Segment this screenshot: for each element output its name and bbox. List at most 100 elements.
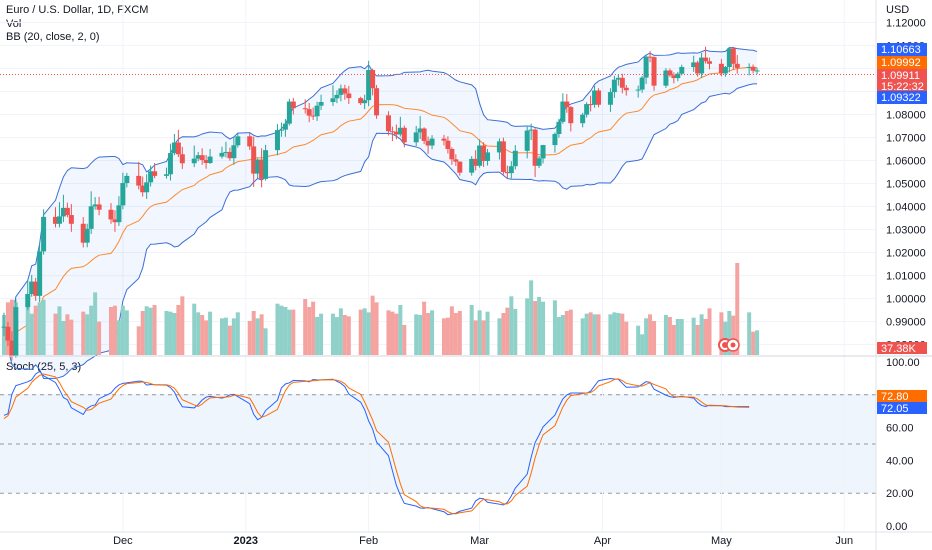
candle-body [540, 145, 546, 159]
volume-bar [624, 321, 629, 355]
candle-body [703, 57, 709, 62]
volume-bar [231, 318, 236, 355]
candle-body [80, 223, 86, 243]
volume-legend[interactable]: Vol [6, 18, 22, 30]
candle-body [500, 141, 506, 172]
candle-body [227, 151, 233, 159]
candle-body [528, 129, 534, 131]
candle-body [445, 140, 451, 149]
candle-body [607, 92, 613, 105]
symbol-title[interactable]: Euro / U.S. Dollar, 1D, FXCM [6, 4, 149, 16]
volume-bar [223, 317, 228, 355]
volume-bar [366, 312, 371, 355]
stochastic-legend[interactable]: Stoch (25, 5, 3) [6, 361, 82, 373]
volume-bar [537, 297, 542, 355]
volume-bar [192, 303, 197, 355]
volume-bar [208, 311, 213, 355]
candle-body [255, 159, 261, 174]
volume-bar [61, 321, 66, 355]
time-axis[interactable]: Dec 2023 Feb Mar Apr May Jun [113, 535, 853, 547]
candle-body [639, 77, 645, 90]
volume-bar [636, 325, 641, 355]
time-tick-label: Apr [594, 535, 611, 547]
candle-body [306, 109, 312, 116]
volume-bar [441, 318, 446, 355]
volume-bar [168, 311, 173, 355]
volume-bar [541, 301, 546, 355]
candle-body [167, 153, 173, 175]
candle-body [290, 101, 296, 109]
candle-body [504, 171, 510, 174]
candle-body [116, 205, 122, 223]
volume-bar [176, 305, 181, 355]
volume-bar [279, 305, 284, 355]
candle-body [13, 307, 19, 356]
volume-bar [53, 313, 58, 355]
price-tick-label: 1.03000 [886, 225, 926, 237]
svg-text:1.10663: 1.10663 [881, 44, 921, 56]
candle-body [286, 101, 292, 124]
volume-bar [330, 313, 335, 355]
volume-bar [751, 331, 756, 355]
volume-bar [263, 328, 268, 355]
candle-body [231, 145, 237, 159]
candle-body [9, 340, 15, 356]
volume-bar [497, 318, 502, 355]
price-tick-label: 1.07000 [886, 132, 926, 144]
volume-bar [663, 315, 668, 355]
candle-body [92, 204, 98, 207]
candle-body [263, 150, 269, 179]
volume-bar [69, 319, 74, 355]
volume-bar [616, 313, 621, 355]
candle-body [584, 104, 590, 115]
volume-bar [422, 301, 427, 355]
volume-bar [338, 308, 343, 355]
volume-bar [695, 325, 700, 355]
volume-bar [200, 315, 205, 355]
candle-body [314, 105, 320, 117]
candle-body [564, 101, 570, 108]
candle-body [358, 98, 364, 104]
candle-body [148, 171, 154, 183]
candle-body [429, 138, 435, 146]
bollinger-legend[interactable]: BB (20, close, 2, 0) [6, 31, 100, 43]
candle-body [223, 151, 229, 153]
candle-body [679, 67, 685, 74]
volume-bar [505, 307, 510, 355]
candle-body [124, 175, 130, 184]
time-tick-label: Jun [835, 535, 853, 547]
volume-bar [346, 316, 351, 355]
bb-lower-tag: 1.09322 [877, 91, 927, 104]
volume-bar [671, 325, 676, 355]
volume-bar [9, 299, 14, 355]
candle-body [195, 155, 201, 159]
candle-body [171, 142, 177, 154]
candle-body [726, 48, 732, 68]
us-flag-icon[interactable] [718, 338, 740, 352]
price-tick-label: 1.01000 [886, 271, 926, 283]
volume-bar [556, 317, 561, 355]
volume-bar [251, 311, 256, 355]
candle-body [41, 216, 47, 252]
volume-bar [25, 299, 30, 355]
volume-bar [731, 315, 736, 355]
volume-bar [596, 314, 601, 355]
volume-bar [37, 302, 42, 355]
svg-text:1.09322: 1.09322 [881, 92, 921, 104]
volume-bar [727, 311, 732, 355]
candle-body [421, 128, 427, 141]
volume-bar [152, 305, 157, 355]
candle-body [362, 100, 368, 104]
bb-fill [3, 47, 758, 379]
volume-bar [57, 306, 62, 355]
candle-body [274, 130, 280, 151]
time-tick-label: 2023 [234, 535, 258, 547]
volume-bar [414, 314, 419, 355]
stoch-d-line [3, 373, 750, 515]
stochastic-lines [3, 370, 750, 516]
candle-body [588, 104, 594, 106]
candle-body [449, 148, 455, 160]
volume-bar [180, 296, 185, 355]
